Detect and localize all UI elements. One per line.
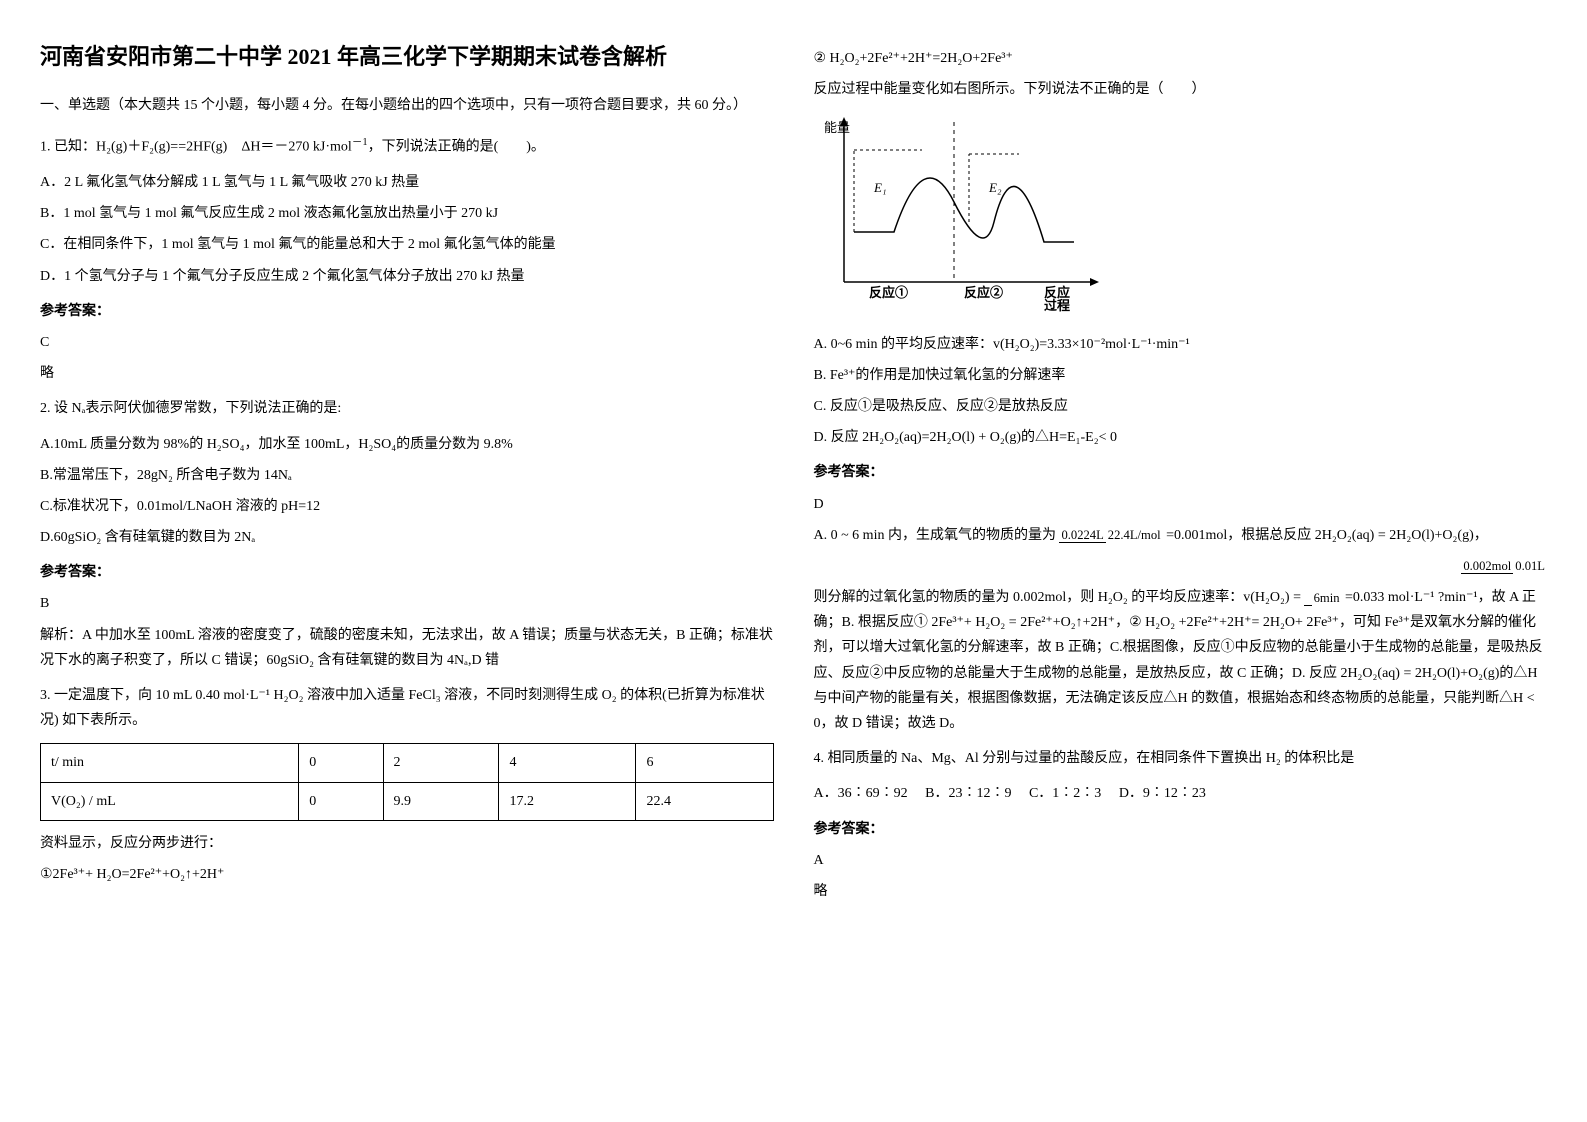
energy-chart: 能量 E₁ E₂ 反应① 反应② 反应 过程 [814, 112, 1548, 321]
q3-after: 资料显示，反应分两步进行： [40, 831, 774, 856]
chart-seg2: 反应② [964, 285, 1003, 300]
q2-ans: B [40, 591, 774, 616]
fraction-2: 0.002mol0.01L [1461, 555, 1547, 578]
q1-ans: C [40, 330, 774, 355]
q1-opt-c: C．在相同条件下，1 mol 氢气与 1 mol 氟气的能量总和大于 2 mol… [40, 232, 774, 257]
q2-ans-label: 参考答案： [40, 560, 774, 585]
q4-opt-d: D．9∶12∶23 [1119, 786, 1206, 801]
table-cell: 6 [636, 744, 773, 782]
frac1-num: 0.0224L [1059, 528, 1105, 543]
table-cell: t/ min [41, 744, 299, 782]
q3-expl-frac2: 0.002mol0.01L [814, 554, 1548, 579]
q3-expl-c: 则分解的过氧化氢的物质的量为 0.002mol，则 H₂O₂ 的平均反应速率：v… [814, 585, 1548, 736]
q3-eq2: ② H₂O₂+2Fe²⁺+2H⁺=2H₂O+2Fe³⁺ [814, 46, 1548, 71]
fraction-1: 0.0224L22.4L/mol [1059, 524, 1162, 547]
table-row: V(O₂) / mL 0 9.9 17.2 22.4 [41, 782, 774, 820]
chart-e1: E₁ [873, 180, 886, 195]
q3-eq1: ①2Fe³⁺+ H₂O=2Fe²⁺+O₂↑+2H⁺ [40, 862, 774, 887]
q4-expl: 略 [814, 879, 1548, 904]
q1-ans-label: 参考答案： [40, 299, 774, 324]
frac1-den: 22.4L/mol [1106, 528, 1163, 542]
q1-stem-b: ，下列说法正确的是( )。 [368, 140, 545, 155]
frac3-den: 6min [1312, 591, 1342, 605]
frac3-num [1304, 591, 1311, 606]
section-heading: 一、单选题（本大题共 15 个小题，每小题 4 分。在每小题给出的四个选项中，只… [40, 93, 774, 118]
doc-title: 河南省安阳市第二十中学 2021 年高三化学下学期期末试卷含解析 [40, 40, 774, 73]
q2-opt-c: C.标准状况下，0.01mol/LNaOH 溶液的 pH=12 [40, 494, 774, 519]
chart-e2: E₂ [988, 180, 1002, 195]
table-cell: 22.4 [636, 782, 773, 820]
q3-expl: A. 0 ~ 6 min 内，生成氧气的物质的量为 0.0224L22.4L/m… [814, 523, 1548, 548]
fraction-3: 6min [1304, 587, 1341, 610]
q1-stem-a: 1. 已知：H₂(g)＋F₂(g)==2HF(g) ΔH＝－270 kJ·mol [40, 140, 352, 155]
table-cell: 0 [299, 782, 383, 820]
frac2-num: 0.002mol [1461, 559, 1513, 574]
sup-neg1: －1 [352, 137, 368, 148]
q1-expl: 略 [40, 361, 774, 386]
q1-opt-d: D．1 个氢气分子与 1 个氟气分子反应生成 2 个氟化氢气体分子放出 270 … [40, 264, 774, 289]
q4-opt-a: A．36∶69∶92 [814, 786, 908, 801]
table-cell: 17.2 [499, 782, 636, 820]
q3-ans-label: 参考答案： [814, 460, 1548, 485]
q3-table: t/ min 0 2 4 6 V(O₂) / mL 0 9.9 17.2 22.… [40, 743, 774, 820]
q3-stem: 3. 一定温度下，向 10 mL 0.40 mol·L⁻¹ H₂O₂ 溶液中加入… [40, 683, 774, 733]
chart-xlabel2: 过程 [1044, 298, 1070, 312]
q4-ans: A [814, 848, 1548, 873]
table-cell: V(O₂) / mL [41, 782, 299, 820]
frac2-den: 0.01L [1513, 559, 1547, 573]
q1-stem: 1. 已知：H₂(g)＋F₂(g)==2HF(g) ΔH＝－270 kJ·mol… [40, 134, 774, 160]
expl-c: 则分解的过氧化氢的物质的量为 0.002mol，则 H₂O₂ 的平均反应速率：v… [814, 590, 1301, 605]
chart-intro: 反应过程中能量变化如右图所示。下列说法不正确的是（ ） [814, 77, 1548, 102]
q4-opt-b: B．23∶12∶9 [925, 786, 1011, 801]
q3-opt-b: B. Fe³⁺的作用是加快过氧化氢的分解速率 [814, 363, 1548, 388]
q3-opt-c: C. 反应①是吸热反应、反应②是放热反应 [814, 394, 1548, 419]
q3-ans: D [814, 492, 1548, 517]
q4-ans-label: 参考答案： [814, 817, 1548, 842]
expl-b: =0.001mol，根据总反应 2H₂O₂(aq) = 2H₂O(l)+O₂(g… [1166, 528, 1488, 543]
q2-expl: 解析：A 中加水至 100mL 溶液的密度变了，硫酸的密度未知，无法求出，故 A… [40, 623, 774, 673]
table-cell: 0 [299, 744, 383, 782]
expl-d: =0.033 mol·L⁻¹ ?min⁻¹，故 A 正确；B. 根据反应① 2F… [814, 590, 1543, 731]
table-row: t/ min 0 2 4 6 [41, 744, 774, 782]
chart-ylabel: 能量 [824, 120, 850, 135]
q4-opts: A．36∶69∶92 B．23∶12∶9 C．1∶2∶3 D．9∶12∶23 [814, 781, 1548, 806]
q3-opt-d: D. 反应 2H₂O₂(aq)=2H₂O(l) + O₂(g)的△H=E₁-E₂… [814, 425, 1548, 450]
q2-opt-d: D.60gSiO₂ 含有硅氧键的数目为 2Nₐ [40, 525, 774, 550]
q1-opt-a: A．2 L 氟化氢气体分解成 1 L 氢气与 1 L 氟气吸收 270 kJ 热… [40, 170, 774, 195]
q4-opt-c: C．1∶2∶3 [1029, 786, 1101, 801]
chart-seg1: 反应① [869, 285, 908, 300]
q2-opt-a: A.10mL 质量分数为 98%的 H₂SO₄，加水至 100mL，H₂SO₄的… [40, 432, 774, 457]
q2-opt-b: B.常温常压下，28gN₂ 所含电子数为 14Nₐ [40, 463, 774, 488]
q4-stem: 4. 相同质量的 Na、Mg、Al 分别与过量的盐酸反应，在相同条件下置换出 H… [814, 746, 1548, 771]
q1-opt-b: B．1 mol 氢气与 1 mol 氟气反应生成 2 mol 液态氟化氢放出热量… [40, 201, 774, 226]
table-cell: 9.9 [383, 782, 499, 820]
q3-opt-a: A. 0~6 min 的平均反应速率：v(H₂O₂)=3.33×10⁻²mol·… [814, 332, 1548, 357]
table-cell: 2 [383, 744, 499, 782]
q2-stem: 2. 设 Nₐ表示阿伏伽德罗常数，下列说法正确的是: [40, 396, 774, 421]
expl-a: A. 0 ~ 6 min 内，生成氧气的物质的量为 [814, 528, 1056, 543]
table-cell: 4 [499, 744, 636, 782]
